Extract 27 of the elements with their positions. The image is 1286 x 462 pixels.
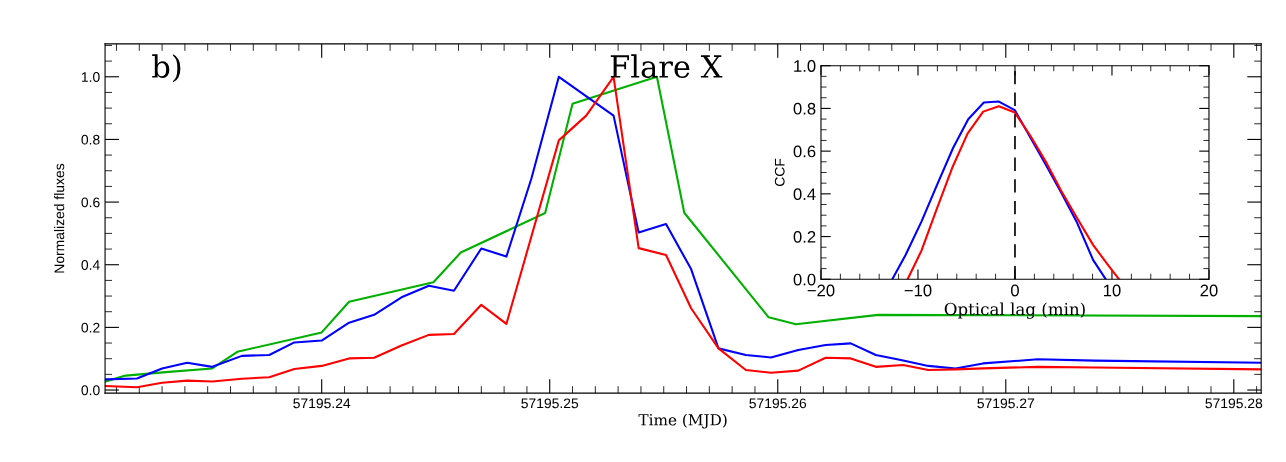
y-axis-title: Normalized fluxes	[54, 163, 65, 273]
x-tick-label: 20	[1200, 284, 1218, 297]
x-tick-label: 57195.24	[293, 398, 351, 409]
y-tick-label: 0.0	[81, 385, 100, 396]
y-tick-label: 1.0	[81, 72, 100, 82]
y-tick-label: 0.6	[793, 145, 816, 158]
x-tick-label: 57195.27	[977, 398, 1035, 409]
x-tick-label: 57195.25	[521, 398, 579, 409]
y-tick-label: 0.8	[81, 134, 100, 145]
x-tick-label: 57195.26	[749, 398, 807, 409]
y-tick-label: 0.6	[81, 197, 100, 208]
y-tick-label: 0.0	[793, 273, 816, 286]
y-tick-label: 0.4	[793, 188, 816, 201]
x-tick-label: 57195.28	[1205, 398, 1263, 409]
x-axis-title: Time (MJD)	[638, 413, 727, 429]
y-tick-label: 0.4	[81, 260, 100, 270]
x-tick-label: −10	[904, 284, 932, 297]
y-tick-label: 0.8	[793, 102, 816, 115]
y-tick-label: 0.2	[81, 322, 100, 333]
y-tick-label: 0.2	[793, 230, 816, 243]
x-tick-label: 0	[1010, 284, 1019, 297]
x-tick-label: −20	[807, 284, 835, 297]
y-axis-title: CCF	[774, 158, 785, 187]
y-tick-label: 1.0	[794, 60, 816, 72]
annotation: b)	[152, 54, 181, 83]
chart-title: Flare X	[610, 54, 723, 79]
x-tick-label: 10	[1103, 284, 1121, 297]
